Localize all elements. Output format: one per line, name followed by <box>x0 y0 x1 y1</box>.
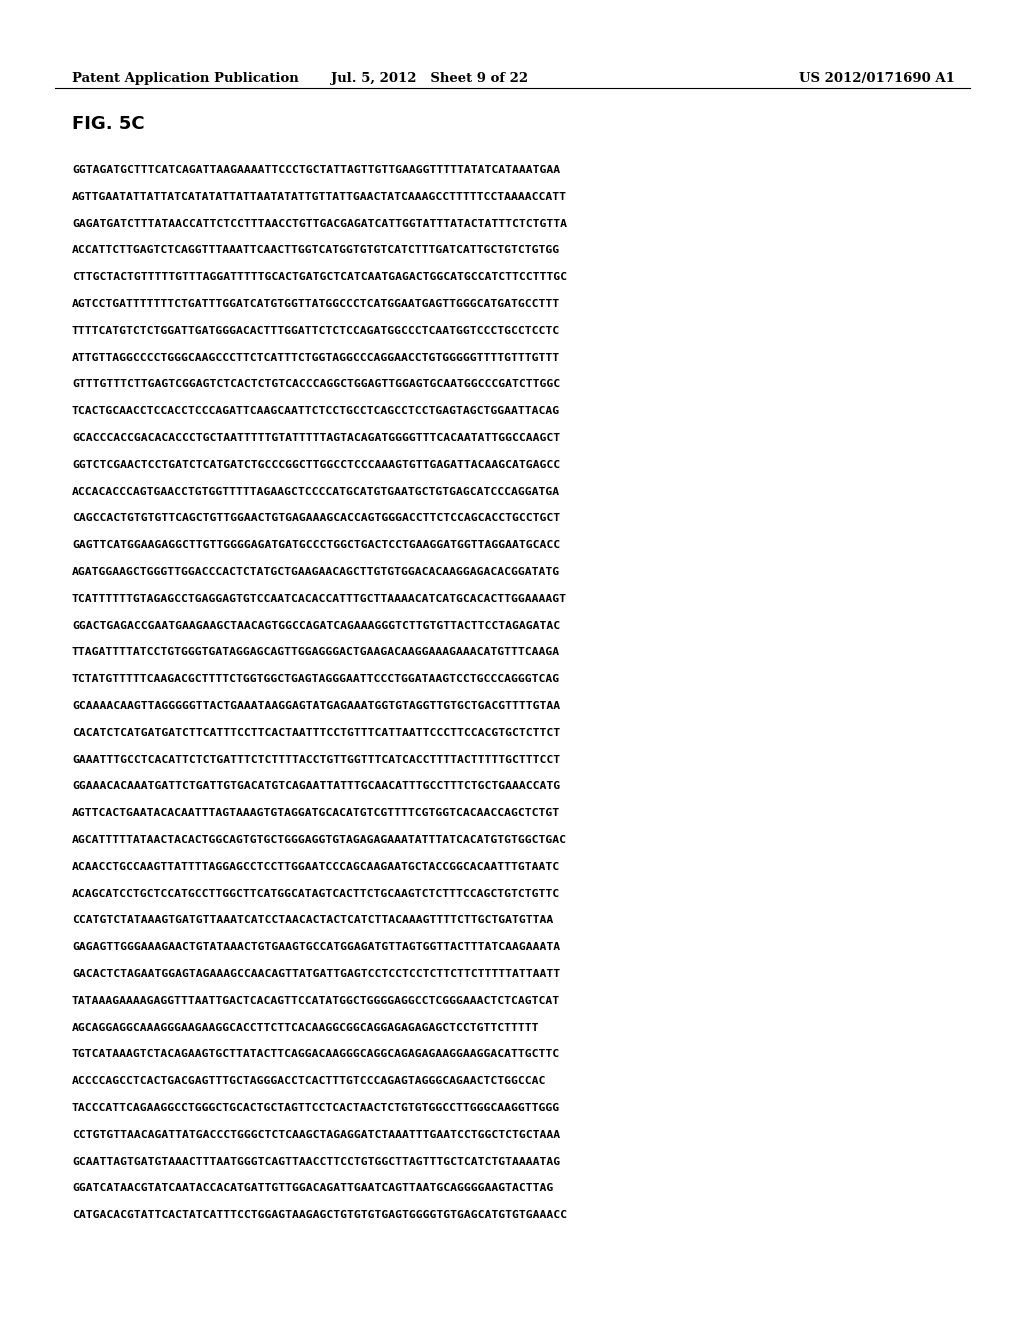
Text: CCATGTCTATAAAGTGATGTTAAATCATCCTAACACTACTCATCTTACAAAGTTTTCTTGCTGATGTTAA: CCATGTCTATAAAGTGATGTTAAATCATCCTAACACTACT… <box>72 915 553 925</box>
Text: ACAGCATCCTGCTCCATGCCTTGGCTTCATGGCATAGTCACTTCTGCAAGTCTCTTTCCAGCTGTCTGTTC: ACAGCATCCTGCTCCATGCCTTGGCTTCATGGCATAGTCA… <box>72 888 560 899</box>
Text: ACCATTCTTGAGTCTCAGGTTTAAATTCAACTTGGTCATGGTGTGTCATCTTTGATCATTGCTGTCTGTGG: ACCATTCTTGAGTCTCAGGTTTAAATTCAACTTGGTCATG… <box>72 246 560 255</box>
Text: GGTAGATGCTTTCATCAGATTAAGAAAATTCCCTGCTATTAGTTGTTGAAGGTTTTTATATCATAAATGAA: GGTAGATGCTTTCATCAGATTAAGAAAATTCCCTGCTATT… <box>72 165 560 176</box>
Text: GAGAGTTGGGAAAGAACTGTATAAACTGTGAAGTGCCATGGAGATGTTAGTGGTTACTTTATCAAGAAATA: GAGAGTTGGGAAAGAACTGTATAAACTGTGAAGTGCCATG… <box>72 942 560 952</box>
Text: US 2012/0171690 A1: US 2012/0171690 A1 <box>799 73 955 84</box>
Text: GACACTCTAGAATGGAGTAGAAAGCCAACAGTTATGATTGAGTCCTCCTCCTCTTCTTCTTTTTATTAATT: GACACTCTAGAATGGAGTAGAAAGCCAACAGTTATGATTG… <box>72 969 560 979</box>
Text: TCTATGTTTTTCAAGACGCTTTTCTGGTGGCTGAGTAGGGAATTCCCTGGATAAGTCCTGCCCAGGGTCAG: TCTATGTTTTTCAAGACGCTTTTCTGGTGGCTGAGTAGGG… <box>72 675 560 684</box>
Text: Patent Application Publication: Patent Application Publication <box>72 73 299 84</box>
Text: TCATTTTTTGTAGAGCCTGAGGAGTGTCCAATCACACCATTTGCTTAAAACATCATGCACACTTGGAAAAGT: TCATTTTTTGTAGAGCCTGAGGAGTGTCCAATCACACCAT… <box>72 594 567 603</box>
Text: FIG. 5C: FIG. 5C <box>72 115 144 133</box>
Text: AGTTCACTGAATACACAATTTAGTAAAGTGTAGGATGCACATGTCGTTTTCGTGGTCACAACCAGCTCTGT: AGTTCACTGAATACACAATTTAGTAAAGTGTAGGATGCAC… <box>72 808 560 818</box>
Text: GAGTTCATGGAAGAGGCTTGTTGGGGAGATGATGCCCTGGCTGACTCCTGAAGGATGGTTAGGAATGCACC: GAGTTCATGGAAGAGGCTTGTTGGGGAGATGATGCCCTGG… <box>72 540 560 550</box>
Text: GCAATTAGTGATGTAAACTTTAATGGGTCAGTTAACCTTCCTGTGGCTTAGTTTGCTCATCTGTAAAATAG: GCAATTAGTGATGTAAACTTTAATGGGTCAGTTAACCTTC… <box>72 1156 560 1167</box>
Text: GCACCCACCGACACACCCTGCTAATTTTTGTATTTTTAGTACAGATGGGGTTTCACAATATTGGCCAAGCT: GCACCCACCGACACACCCTGCTAATTTTTGTATTTTTAGT… <box>72 433 560 444</box>
Text: CCTGTGTTAACAGATTATGACCCTGGGCTCTCAAGCTAGAGGATCTAAATTTGAATCCTGGCTCTGCTAAA: CCTGTGTTAACAGATTATGACCCTGGGCTCTCAAGCTAGA… <box>72 1130 560 1139</box>
Text: CTTGCTACTGTTTTTGTTTAGGATTTTTGCACTGATGCTCATCAATGAGACTGGCATGCCATCTTCCTTTGC: CTTGCTACTGTTTTTGTTTAGGATTTTTGCACTGATGCTC… <box>72 272 567 282</box>
Text: CAGCCACTGTGTGTTCAGCTGTTGGAACTGTGAGAAAGCACCAGTGGGACCTTCTCCAGCACCTGCCTGCT: CAGCCACTGTGTGTTCAGCTGTTGGAACTGTGAGAAAGCA… <box>72 513 560 524</box>
Text: ACAACCTGCCAAGTTATTTTAGGAGCCTCCTTGGAATCCCAGCAAGAATGCTACCGGCACAATTTGTAATC: ACAACCTGCCAAGTTATTTTAGGAGCCTCCTTGGAATCCC… <box>72 862 560 871</box>
Text: GTTTGTTTCTTGAGTCGGAGTCTCACTCTGTCACCCAGGCTGGAGTTGGAGTGCAATGGCCCGATCTTGGC: GTTTGTTTCTTGAGTCGGAGTCTCACTCTGTCACCCAGGC… <box>72 379 560 389</box>
Text: ACCACACCCAGTGAACCTGTGGTTTTTAGAAGCTCCCCATGCATGTGAATGCTGTGAGCATCCCAGGATGA: ACCACACCCAGTGAACCTGTGGTTTTTAGAAGCTCCCCAT… <box>72 487 560 496</box>
Text: GGACTGAGACCGAATGAAGAAGCTAACAGTGGCCAGATCAGAAAGGGTCTTGTGTTACTTCCTAGAGATAC: GGACTGAGACCGAATGAAGAAGCTAACAGTGGCCAGATCA… <box>72 620 560 631</box>
Text: ATTGTTAGGCCCCTGGGCAAGCCCTTCTCATTTCTGGTAGGCCCAGGAACCTGTGGGGGTTTTGTTTGTTT: ATTGTTAGGCCCCTGGGCAAGCCCTTCTCATTTCTGGTAG… <box>72 352 560 363</box>
Text: AGCATTTTTATAACTACACTGGCAGTGTGCTGGGAGGTGTAGAGAGAAATATTTATCACATGTGTGGCTGAC: AGCATTTTTATAACTACACTGGCAGTGTGCTGGGAGGTGT… <box>72 836 567 845</box>
Text: TATAAAGAAAAGAGGTTTAATTGACTCACAGTTCCATATGGCTGGGGAGGCCTCGGGAAACTCTCAGTCAT: TATAAAGAAAAGAGGTTTAATTGACTCACAGTTCCATATG… <box>72 995 560 1006</box>
Text: TTAGATTTTATCCTGTGGGTGATAGGAGCAGTTGGAGGGACTGAAGACAAGGAAAGAAACATGTTTCAAGA: TTAGATTTTATCCTGTGGGTGATAGGAGCAGTTGGAGGGA… <box>72 647 560 657</box>
Text: GAGATGATCTTTATAACCATTCTCCTTTAACCTGTTGACGAGATCATTGGTATTTATACTATTTCTCTGTTA: GAGATGATCTTTATAACCATTCTCCTTTAACCTGTTGACG… <box>72 219 567 228</box>
Text: GGATCATAACGTATCAATACCACATGATTGTTGGACAGATTGAATCAGTTAATGCAGGGGAAGTACTTAG: GGATCATAACGTATCAATACCACATGATTGTTGGACAGAT… <box>72 1184 553 1193</box>
Text: CACATCTCATGATGATCTTCATTTCCTTCACTAATTTCCTGTTTCATTAATTCCCTTCCACGTGCTCTTCT: CACATCTCATGATGATCTTCATTTCCTTCACTAATTTCCT… <box>72 727 560 738</box>
Text: AGTTGAATATTATTATCATATATTATTAATATATTGTTATTGAACTATCAAAGCCTTTTTCCTAAAACCATT: AGTTGAATATTATTATCATATATTATTAATATATTGTTAT… <box>72 191 567 202</box>
Text: AGATGGAAGCTGGGTTGGACCCACTCTATGCTGAAGAACAGCTTGTGTGGACACAAGGAGACACGGATATG: AGATGGAAGCTGGGTTGGACCCACTCTATGCTGAAGAACA… <box>72 568 560 577</box>
Text: GGTCTCGAACTCCTGATCTCATGATCTGCCCGGCTTGGCCTCCCAAAGTGTTGAGATTACAAGCATGAGCC: GGTCTCGAACTCCTGATCTCATGATCTGCCCGGCTTGGCC… <box>72 459 560 470</box>
Text: CATGACACGTATTCACTATCATTTCCTGGAGTAAGAGCTGTGTGTGAGTGGGGTGTGAGCATGTGTGAAACC: CATGACACGTATTCACTATCATTTCCTGGAGTAAGAGCTG… <box>72 1210 567 1220</box>
Text: GCAAAACAAGTTAGGGGGTTACTGAAATAAGGAGTATGAGAAATGGTGTAGGTTGTGCTGACGTTTTGTAA: GCAAAACAAGTTAGGGGGTTACTGAAATAAGGAGTATGAG… <box>72 701 560 711</box>
Text: TACCCATTCAGAAGGCCTGGGCTGCACTGCTAGTTCCTCACTAACTCTGTGTGGCCTTGGGCAAGGTTGGG: TACCCATTCAGAAGGCCTGGGCTGCACTGCTAGTTCCTCA… <box>72 1104 560 1113</box>
Text: TTTTCATGTCTCTGGATTGATGGGACACTTTGGATTCTCTCCAGATGGCCCTCAATGGTCCCTGCCTCCTC: TTTTCATGTCTCTGGATTGATGGGACACTTTGGATTCTCT… <box>72 326 560 335</box>
Text: AGCAGGAGGCAAAGGGAAGAAGGCACCTTCTTCACAAGGCGGCAGGAGAGAGAGCTCCTGTTCTTTTT: AGCAGGAGGCAAAGGGAAGAAGGCACCTTCTTCACAAGGC… <box>72 1023 540 1032</box>
Text: ACCCCAGCCTCACTGACGAGTTTGCTAGGGACCTCACTTTGTCCCAGAGTAGGGCAGAACTCTGGCCAC: ACCCCAGCCTCACTGACGAGTTTGCTAGGGACCTCACTTT… <box>72 1076 547 1086</box>
Text: Jul. 5, 2012   Sheet 9 of 22: Jul. 5, 2012 Sheet 9 of 22 <box>332 73 528 84</box>
Text: TGTCATAAAGTCTACAGAAGTGCTTATACTTCAGGACAAGGGCAGGCAGAGAGAAGGAAGGACATTGCTTC: TGTCATAAAGTCTACAGAAGTGCTTATACTTCAGGACAAG… <box>72 1049 560 1060</box>
Text: TCACTGCAACCTCCACCTCCCAGATTCAAGCAATTCTCCTGCCTCAGCCTCCTGAGTAGCTGGAATTACAG: TCACTGCAACCTCCACCTCCCAGATTCAAGCAATTCTCCT… <box>72 407 560 416</box>
Text: GAAATTTGCCTCACATTCTCTGATTTCTCTTTTACCTGTTGGTTTCATCACCTTTTACTTTTTGCTTTCCT: GAAATTTGCCTCACATTCTCTGATTTCTCTTTTACCTGTT… <box>72 755 560 764</box>
Text: GGAAACACAAATGATTCTGATTGTGACATGTCAGAATTATTTGCAACATTTGCCTTTCTGCTGAAACCATG: GGAAACACAAATGATTCTGATTGTGACATGTCAGAATTAT… <box>72 781 560 792</box>
Text: AGTCCTGATTTTTTTCTGATTTGGATCATGTGGTTATGGCCCTCATGGAATGAGTTGGGCATGATGCCTTT: AGTCCTGATTTTTTTCTGATTTGGATCATGTGGTTATGGC… <box>72 300 560 309</box>
